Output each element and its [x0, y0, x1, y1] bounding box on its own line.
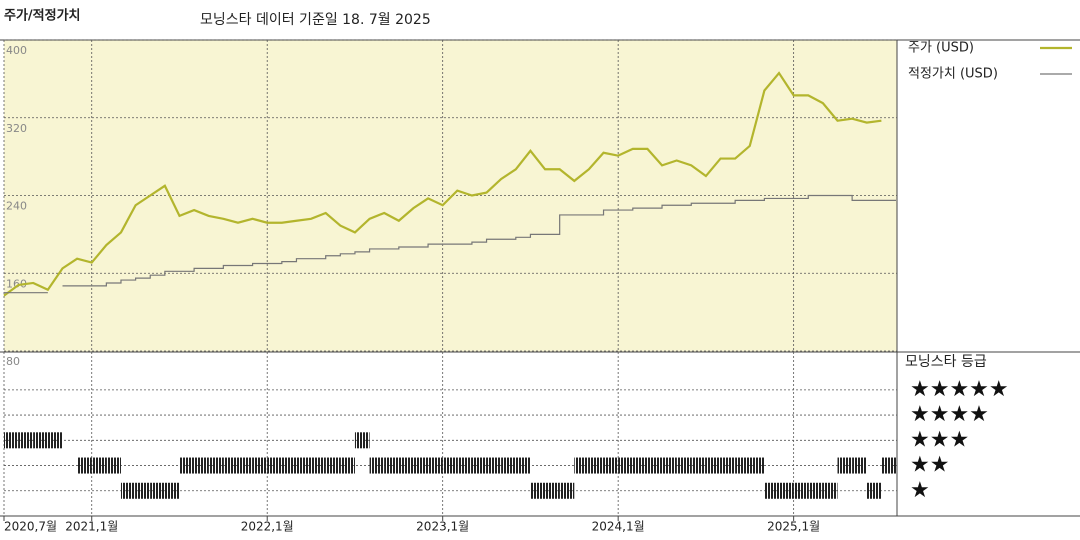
rating-bar — [120, 482, 136, 499]
rating-bar — [545, 482, 560, 499]
y-tick-label: ★★★★ — [910, 402, 989, 427]
rating-bar — [4, 432, 19, 449]
y-tick-label: ★★★★★ — [910, 377, 1009, 402]
rating-bar — [457, 457, 472, 474]
x-tick-label: 2021,1월 — [65, 520, 118, 534]
rating-bar — [91, 457, 107, 474]
rating-bar — [18, 432, 34, 449]
rating-bar — [647, 457, 663, 474]
rating-bar — [881, 457, 896, 474]
legend-label: 주가 (USD) — [908, 41, 974, 56]
rating-bar — [281, 457, 297, 474]
rating-bar — [398, 457, 414, 474]
y-tick-label: 400 — [6, 44, 27, 57]
series-line — [3, 71, 882, 297]
x-tick-label: 2020,7월 — [4, 520, 57, 534]
rating-bar — [559, 482, 575, 499]
rating-bar — [384, 457, 399, 474]
rating-bar — [413, 457, 429, 474]
rating-bar — [764, 482, 780, 499]
rating-bar — [720, 457, 736, 474]
rating-bar — [106, 457, 121, 474]
legend-label: 적정가치 (USD) — [908, 67, 998, 82]
rating-bar — [588, 457, 604, 474]
y-tick-label: 160 — [6, 277, 27, 290]
rating-bar — [340, 457, 355, 474]
rating-bar — [135, 482, 151, 499]
rating-bar — [267, 457, 282, 474]
chart-title: 주가/적정가치 — [4, 8, 81, 24]
rating-bar — [691, 457, 706, 474]
rating-bar — [354, 432, 370, 449]
rating-bar — [808, 482, 823, 499]
rating-bar — [501, 457, 516, 474]
rating-bar — [574, 457, 589, 474]
rating-bar — [223, 457, 238, 474]
rating-bar — [705, 457, 721, 474]
chart-subtitle: 모닝스타 데이터 기준일 18. 7월 2025 — [200, 12, 431, 28]
rating-bar — [852, 457, 867, 474]
rating-bar — [676, 457, 692, 474]
rating-bar — [618, 457, 633, 474]
rating-bar — [530, 482, 546, 499]
x-tick-label: 2024,1월 — [592, 520, 645, 534]
rating-bar — [325, 457, 341, 474]
rating-bar — [837, 457, 853, 474]
rating-bar — [428, 457, 443, 474]
y-tick-label: ★★★ — [910, 427, 969, 452]
rating-bar — [369, 457, 385, 474]
y-tick-label: 80 — [6, 355, 20, 368]
rating-bar — [179, 457, 195, 474]
rating-bar — [471, 457, 487, 474]
rating-bar — [515, 457, 531, 474]
rating-bar — [442, 457, 458, 474]
rating-bar — [47, 432, 63, 449]
rating-bar — [296, 457, 312, 474]
rating-bar — [866, 482, 882, 499]
x-tick-label: 2023,1월 — [416, 520, 469, 534]
rating-bar — [208, 457, 224, 474]
rating-bar — [311, 457, 326, 474]
rating-bar — [237, 457, 253, 474]
rating-bar — [822, 482, 838, 499]
rating-title: 모닝스타 등급 — [905, 354, 987, 370]
rating-bar — [33, 432, 48, 449]
rating-bar — [779, 482, 794, 499]
x-tick-label: 2025,1월 — [767, 520, 820, 534]
rating-bar — [194, 457, 209, 474]
rating-bar — [735, 457, 750, 474]
rating-bar — [164, 482, 180, 499]
rating-bar — [749, 457, 765, 474]
rating-bar — [77, 457, 92, 474]
rating-bar — [793, 482, 809, 499]
y-tick-label: 240 — [6, 200, 27, 213]
series-line — [4, 194, 896, 294]
y-tick-label: 320 — [6, 122, 27, 135]
rating-bar — [603, 457, 619, 474]
rating-bar — [662, 457, 677, 474]
y-tick-label: ★ — [910, 478, 930, 503]
rating-bar — [632, 457, 648, 474]
rating-bar — [252, 457, 268, 474]
rating-bar — [486, 457, 502, 474]
rating-bar — [150, 482, 165, 499]
x-tick-label: 2022,1월 — [241, 520, 294, 534]
y-tick-label: ★★ — [910, 453, 949, 478]
